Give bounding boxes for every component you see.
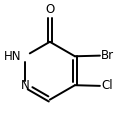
- Text: HN: HN: [4, 50, 21, 63]
- Text: O: O: [45, 2, 54, 15]
- Text: Br: Br: [101, 49, 114, 62]
- Text: Cl: Cl: [101, 79, 113, 92]
- Text: N: N: [20, 79, 29, 92]
